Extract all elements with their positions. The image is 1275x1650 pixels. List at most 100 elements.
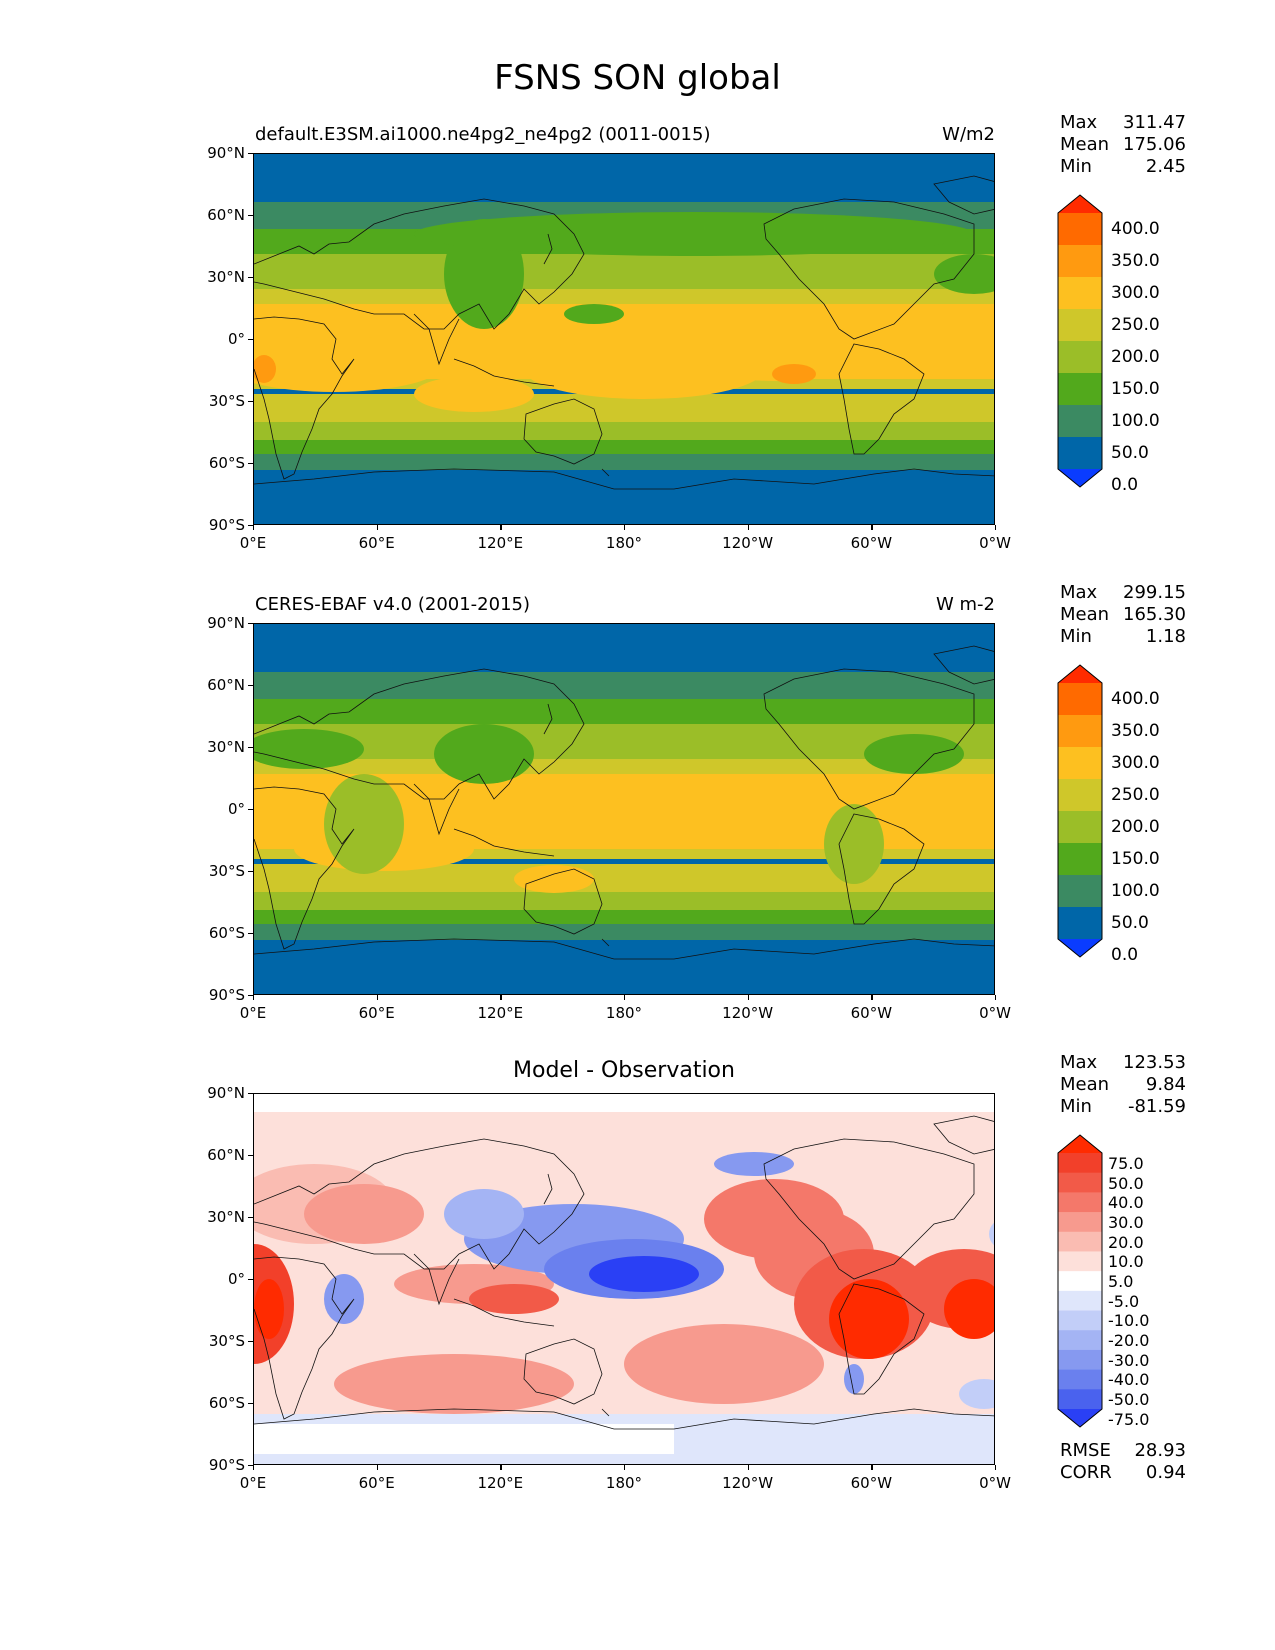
lat-tick-label: 90°S xyxy=(208,516,245,534)
lat-tick xyxy=(248,153,253,155)
lat-tick-label: 60°N xyxy=(207,676,245,694)
lat-tick-label: 30°S xyxy=(208,1332,245,1350)
colorbar-tick-label: 150.0 xyxy=(1111,849,1160,869)
colorbar-tick-label: 400.0 xyxy=(1111,219,1160,239)
colorbar-segment xyxy=(1058,1172,1102,1193)
stat-label: Mean xyxy=(1060,1074,1110,1095)
colorbar-segment xyxy=(1058,907,1102,940)
stat-label: Max xyxy=(1060,112,1098,133)
panel-label-left: default.E3SM.ai1000.ne4pg2_ne4pg2 (0011-… xyxy=(255,124,711,145)
coastline xyxy=(453,1298,555,1327)
panel-label-left: CERES-EBAF v4.0 (2001-2015) xyxy=(255,594,531,615)
colorbar-segment xyxy=(1058,875,1102,908)
colorbar-segment xyxy=(1058,1349,1102,1371)
lon-tick-label: 120°E xyxy=(477,1474,524,1492)
colorbar-tick-label: 300.0 xyxy=(1111,283,1160,303)
lat-tick-label: 0° xyxy=(227,800,245,818)
lon-tick xyxy=(747,1465,749,1470)
colorbar-extend-max xyxy=(1058,1135,1102,1153)
coastline xyxy=(523,1338,603,1405)
lon-tick xyxy=(500,1465,502,1470)
lon-tick xyxy=(376,1465,378,1470)
coastline xyxy=(254,1408,994,1430)
coastline xyxy=(523,868,603,935)
error-stats: RMSE 28.93 CORR 0.94 xyxy=(1060,1440,1186,1484)
stat-value: 299.15 xyxy=(1123,582,1186,603)
coastline xyxy=(763,1138,975,1280)
lat-tick xyxy=(248,1093,253,1095)
stat-value: 165.30 xyxy=(1123,604,1186,625)
stat-value: 123.53 xyxy=(1123,1052,1186,1073)
lon-tick-label: 60°W xyxy=(850,534,893,552)
coastline xyxy=(254,468,994,490)
stats-row: Mean 165.30 xyxy=(1060,604,1186,626)
colorbar-segment xyxy=(1058,1310,1102,1331)
colorbar-extend-min xyxy=(1058,469,1102,487)
colorbar-tick-label: 20.0 xyxy=(1108,1232,1144,1252)
lon-tick xyxy=(871,1465,873,1470)
coastline xyxy=(254,1138,585,1270)
colorbar-tick-label: 350.0 xyxy=(1111,251,1160,271)
colorbar-segment xyxy=(1058,245,1102,278)
colorbar-segment xyxy=(1058,277,1102,310)
coastline xyxy=(543,233,610,477)
colorbar-segment xyxy=(1058,213,1102,246)
stat-value: 175.06 xyxy=(1123,134,1186,155)
colorbar-segment xyxy=(1058,373,1102,406)
colorbar-segment xyxy=(1058,309,1102,342)
lon-tick xyxy=(747,525,749,530)
colorbar-outline xyxy=(1057,1134,1103,1428)
colorbar-tick-label: 350.0 xyxy=(1111,721,1160,741)
lat-tick xyxy=(248,1341,253,1343)
map-field xyxy=(254,1094,994,1464)
lon-tick-label: 0°E xyxy=(239,1474,267,1492)
stat-label: RMSE xyxy=(1060,1440,1111,1461)
lon-tick-label: 120°E xyxy=(477,1004,524,1022)
coastline xyxy=(933,175,994,215)
lat-tick-label: 0° xyxy=(227,330,245,348)
lon-tick xyxy=(376,995,378,1000)
lon-tick-label: 120°W xyxy=(722,1004,774,1022)
map-plot xyxy=(253,1093,995,1465)
coastline xyxy=(453,828,555,857)
lat-tick-label: 30°N xyxy=(207,268,245,286)
lon-tick-label: 60°E xyxy=(358,1474,395,1492)
colorbar-segment xyxy=(1058,341,1102,374)
lon-tick xyxy=(500,525,502,530)
coastline xyxy=(413,1253,460,1306)
colorbar-segment xyxy=(1058,1153,1102,1174)
colorbar-tick-label: 5.0 xyxy=(1108,1271,1134,1291)
stats-block: Max 299.15 Mean 165.30 Min 1.18 xyxy=(1060,582,1186,648)
coastline xyxy=(453,358,555,387)
lat-tick-label: 0° xyxy=(227,1270,245,1288)
colorbar-tick-label: -5.0 xyxy=(1108,1291,1140,1311)
colorbar-tick-label: 250.0 xyxy=(1111,785,1160,805)
lon-tick-label: 180° xyxy=(605,1474,643,1492)
lat-tick-label: 30°S xyxy=(208,862,245,880)
colorbar-segment xyxy=(1058,1192,1102,1213)
map-plot xyxy=(253,153,995,525)
stat-label: Mean xyxy=(1060,134,1110,155)
coastline xyxy=(254,668,585,800)
stat-label: CORR xyxy=(1060,1462,1112,1483)
colorbar-tick-label: -75.0 xyxy=(1108,1409,1150,1429)
colorbar-segment xyxy=(1058,405,1102,438)
stat-value: 0.94 xyxy=(1145,1462,1186,1483)
lon-tick-label: 120°W xyxy=(722,1474,774,1492)
colorbar-tick-label: 300.0 xyxy=(1111,753,1160,773)
coastline xyxy=(254,1256,355,1420)
coastline xyxy=(838,1283,925,1395)
lon-tick-label: 60°W xyxy=(850,1004,893,1022)
stats-row: Max 123.53 xyxy=(1060,1052,1186,1074)
stats-row: Max 311.47 xyxy=(1060,112,1186,134)
colorbar xyxy=(1057,1134,1103,1428)
lat-tick xyxy=(248,623,253,625)
colorbar-tick-label: 200.0 xyxy=(1111,347,1160,367)
lon-tick-label: 0°W xyxy=(979,1004,1011,1022)
colorbar-tick-label: 10.0 xyxy=(1108,1252,1144,1272)
map-field xyxy=(254,624,994,994)
lat-tick-label: 90°S xyxy=(208,1456,245,1474)
colorbar-tick-label: 75.0 xyxy=(1108,1153,1144,1173)
lat-tick-label: 60°N xyxy=(207,206,245,224)
colorbar-tick-label: 0.0 xyxy=(1111,475,1139,495)
